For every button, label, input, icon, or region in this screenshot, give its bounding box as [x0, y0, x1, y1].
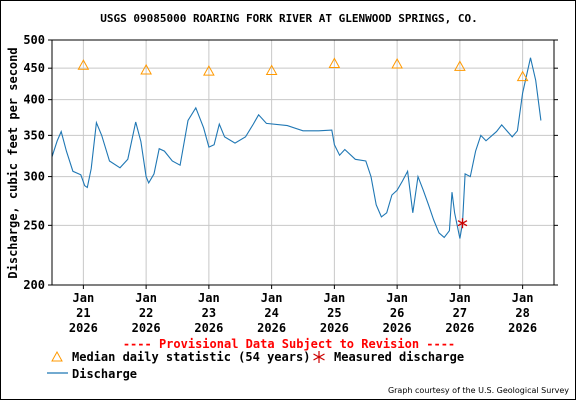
discharge-series-line — [51, 57, 542, 239]
x-tick-label: 2026 — [383, 321, 412, 335]
y-tick-label: 200 — [23, 278, 45, 292]
legend-measured-asterisk-icon — [313, 351, 325, 363]
x-tick-label: Jan — [198, 291, 220, 305]
x-tick-label: 21 — [76, 306, 90, 320]
x-tick-label: Jan — [386, 291, 408, 305]
x-tick-label: Jan — [135, 291, 157, 305]
x-tick-label: 27 — [453, 306, 467, 320]
x-tick-label: 2026 — [320, 321, 349, 335]
chart-title: USGS 09085000 ROARING FORK RIVER AT GLEN… — [100, 12, 478, 25]
x-tick-label: 2026 — [132, 321, 161, 335]
y-tick-label: 500 — [23, 33, 45, 47]
plot-area: 200250300350400450500Jan212026Jan222026J… — [23, 33, 558, 335]
median-triangle-marker — [203, 65, 215, 76]
median-triangle-marker — [391, 58, 403, 69]
x-tick-label: 24 — [264, 306, 278, 320]
median-triangle-marker — [454, 60, 466, 71]
provisional-note: ---- Provisional Data Subject to Revisio… — [122, 337, 456, 351]
legend-median-label: Median daily statistic (54 years) — [72, 350, 311, 364]
plot-background — [52, 40, 554, 285]
median-triangle-marker — [265, 64, 278, 76]
x-tick-label: 22 — [139, 306, 153, 320]
x-tick-label: 2026 — [508, 321, 537, 335]
legend-discharge-label: Discharge — [72, 367, 138, 381]
median-triangle-marker — [328, 57, 341, 68]
x-tick-label: 2026 — [445, 321, 474, 335]
x-tick-label: 2026 — [69, 321, 98, 335]
x-tick-label: Jan — [512, 291, 534, 305]
x-tick-label: 28 — [515, 306, 529, 320]
hydrograph-chart: 200250300350400450500Jan212026Jan222026J… — [6, 33, 558, 335]
x-tick-label: Jan — [73, 291, 95, 305]
y-tick-label: 400 — [23, 93, 45, 107]
median-triangle-marker — [77, 59, 90, 70]
plot-border — [51, 39, 555, 286]
x-tick-label: Jan — [324, 291, 346, 305]
x-tick-label: Jan — [449, 291, 471, 305]
graph-credit: Graph courtesy of the U.S. Geological Su… — [387, 386, 569, 395]
y-tick-label: 450 — [23, 61, 45, 75]
measured-asterisk-stroke — [457, 220, 468, 227]
y-tick-label: 300 — [23, 170, 45, 184]
median-triangle-marker — [516, 70, 529, 82]
median-triangle-marker — [140, 63, 152, 75]
y-axis-label: Discharge, cubic feet per second — [6, 47, 20, 278]
x-tick-label: 2026 — [194, 321, 223, 335]
y-tick-label: 250 — [23, 218, 45, 232]
legend-measured-label: Measured discharge — [334, 350, 465, 364]
x-tick-label: 2026 — [257, 321, 286, 335]
y-tick-label: 350 — [23, 128, 45, 142]
x-tick-label: 25 — [327, 306, 341, 320]
x-tick-label: 23 — [202, 306, 216, 320]
x-tick-label: Jan — [261, 291, 283, 305]
legend-median-triangle-icon — [51, 350, 63, 362]
x-tick-label: 26 — [390, 306, 404, 320]
